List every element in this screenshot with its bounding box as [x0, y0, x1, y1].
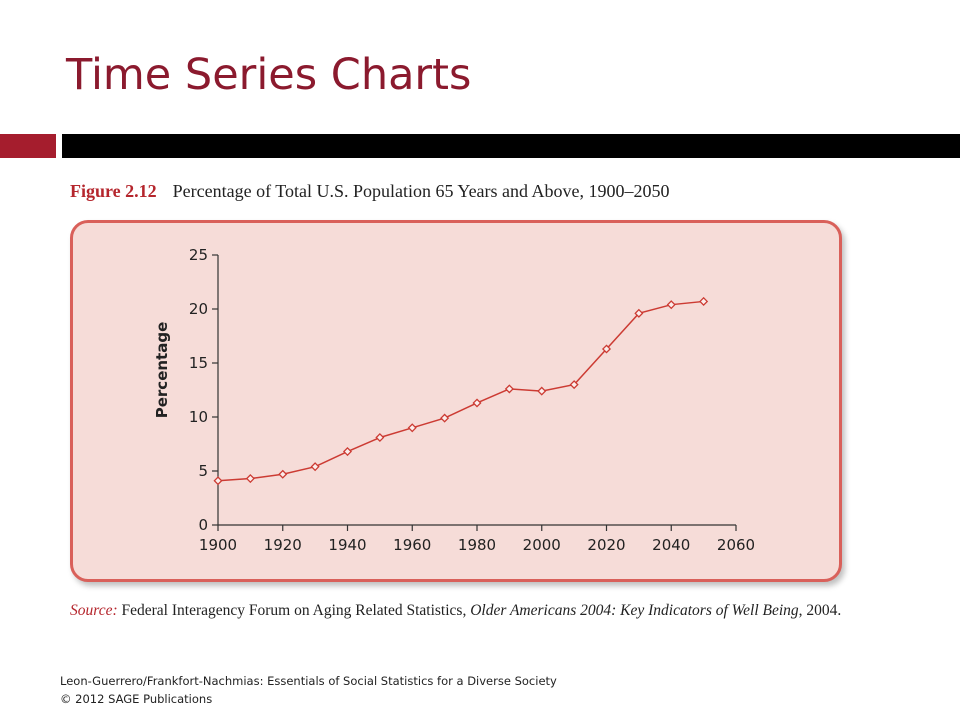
figure-caption-text: Percentage of Total U.S. Population 65 Y… [172, 181, 670, 201]
x-tick-label: 1960 [393, 536, 431, 554]
data-point-marker [375, 433, 385, 443]
data-point-marker [537, 386, 547, 396]
data-point-marker [504, 384, 514, 394]
chart-panel [70, 220, 842, 582]
footer-citation: Leon-Guerrero/Frankfort-Nachmias: Essent… [60, 674, 557, 688]
x-tick-label: 1920 [264, 536, 302, 554]
data-point-marker [601, 344, 612, 354]
data-point-marker [245, 474, 255, 484]
x-tick-label: 2060 [717, 536, 755, 554]
title-divider-bar [62, 134, 960, 158]
source-note: Source: Federal Interagency Forum on Agi… [70, 602, 841, 620]
data-point-marker [310, 462, 320, 472]
figure-number: Figure 2.12 [70, 181, 157, 201]
data-point-marker [407, 423, 417, 433]
x-tick-label: 1940 [328, 536, 366, 554]
source-title: Older Americans 2004: Key Indicators of … [470, 602, 799, 619]
source-text-before: Federal Interagency Forum on Aging Relat… [117, 602, 471, 619]
line-chart: 0 5 10 15 20 25 1900 1920 1940 1960 1980 2000 2020 20… [153, 246, 755, 554]
data-point-marker [278, 469, 288, 479]
source-text-after: , 2004. [798, 602, 842, 619]
x-tick-label: 2020 [587, 536, 625, 554]
y-tick-label: 10 [189, 408, 208, 426]
x-tick-label: 2040 [652, 536, 690, 554]
x-tick-label: 2000 [523, 536, 561, 554]
x-tick-label: 1900 [199, 536, 237, 554]
y-tick-label: 0 [198, 516, 208, 534]
title-accent-bar [0, 134, 56, 158]
figure-caption: Figure 2.12 Percentage of Total U.S. Popu… [70, 181, 670, 202]
footer-copyright: © 2012 SAGE Publications [60, 692, 213, 706]
chart-axes [217, 255, 736, 526]
series-line [217, 300, 704, 482]
source-label: Source: [70, 602, 118, 619]
y-tick-label: 25 [189, 246, 208, 264]
data-point-marker [569, 380, 579, 390]
footer: Leon-Guerrero/Frankfort-Nachmias: Essent… [60, 672, 557, 708]
data-point-marker [342, 447, 353, 457]
chart-series [213, 296, 709, 486]
data-point-marker [666, 300, 676, 310]
y-tick-label: 15 [189, 354, 208, 372]
chart-ticks: 0 5 10 15 20 25 1900 1920 1940 1960 1980 2000 2020 20… [189, 246, 755, 554]
data-point-marker [213, 476, 223, 486]
x-tick-label: 1980 [458, 536, 496, 554]
data-point-marker [699, 296, 709, 306]
data-point-marker [440, 413, 450, 423]
y-axis-label: Percentage [153, 322, 171, 419]
data-point-marker [472, 398, 482, 408]
y-tick-label: 20 [189, 300, 208, 318]
y-tick-label: 5 [198, 462, 208, 480]
data-point-marker [634, 308, 644, 318]
slide-title: Time Series Charts [66, 50, 472, 100]
